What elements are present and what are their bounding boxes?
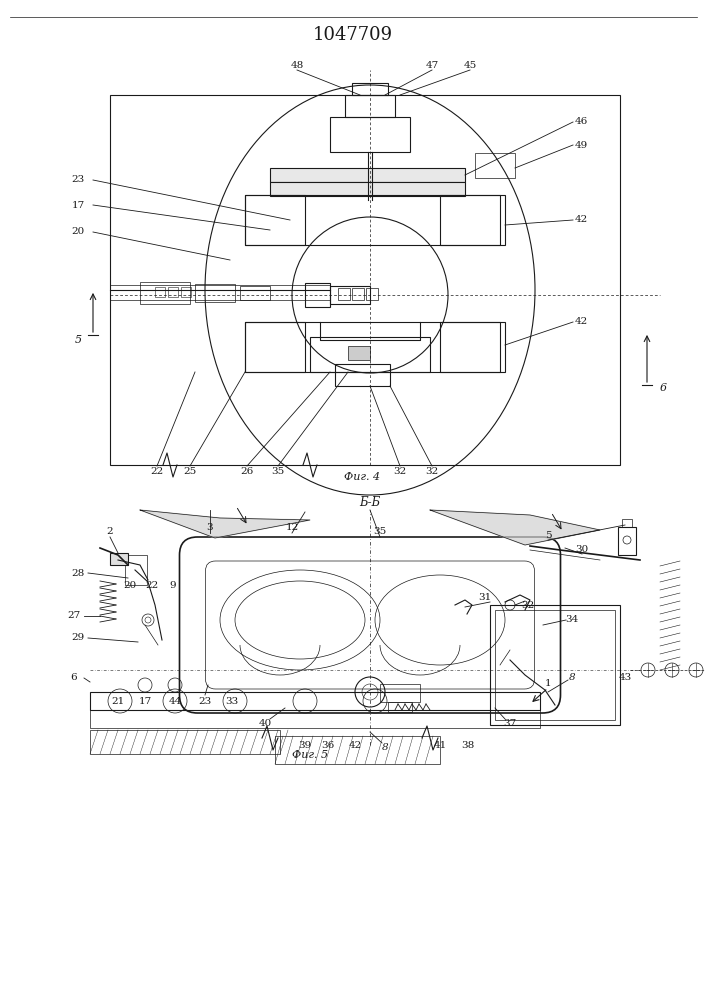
Text: Фиг. 4: Фиг. 4 bbox=[344, 472, 380, 482]
Bar bbox=[310, 337, 430, 372]
Bar bbox=[352, 83, 388, 95]
Text: 12: 12 bbox=[286, 524, 298, 532]
Bar bbox=[155, 287, 165, 297]
Text: 20: 20 bbox=[71, 228, 85, 236]
Bar bbox=[140, 282, 190, 304]
Text: 1: 1 bbox=[544, 678, 551, 688]
Bar bbox=[440, 322, 500, 372]
Text: 5: 5 bbox=[74, 335, 81, 345]
Text: 42: 42 bbox=[349, 742, 361, 750]
Bar bbox=[345, 95, 395, 117]
Bar bbox=[335, 364, 390, 386]
Text: 8: 8 bbox=[382, 742, 388, 752]
Text: 17: 17 bbox=[139, 696, 151, 706]
Text: 17: 17 bbox=[71, 200, 85, 210]
Text: 22: 22 bbox=[151, 468, 163, 477]
Text: 32: 32 bbox=[426, 468, 438, 477]
Text: 25: 25 bbox=[183, 468, 197, 477]
Bar bbox=[245, 322, 305, 372]
Bar bbox=[90, 710, 540, 728]
Bar bbox=[388, 702, 412, 712]
Bar bbox=[181, 287, 191, 297]
Text: Фиг. 5: Фиг. 5 bbox=[292, 750, 328, 760]
Bar bbox=[380, 684, 420, 702]
Text: 1047709: 1047709 bbox=[313, 26, 393, 44]
Text: 2: 2 bbox=[107, 528, 113, 536]
Text: 47: 47 bbox=[426, 60, 438, 70]
Text: 35: 35 bbox=[373, 528, 387, 536]
Text: 23: 23 bbox=[71, 176, 85, 184]
Bar bbox=[440, 195, 500, 245]
Bar bbox=[110, 553, 128, 565]
Text: 39: 39 bbox=[298, 742, 312, 750]
Bar bbox=[270, 168, 465, 182]
Text: 8: 8 bbox=[568, 672, 575, 682]
Polygon shape bbox=[430, 510, 600, 545]
Text: 5: 5 bbox=[544, 530, 551, 540]
Text: 43: 43 bbox=[619, 672, 631, 682]
Text: 35: 35 bbox=[271, 468, 285, 477]
Bar bbox=[618, 527, 636, 555]
Text: 45: 45 bbox=[463, 60, 477, 70]
Text: 20: 20 bbox=[124, 580, 136, 589]
Bar bbox=[366, 288, 378, 300]
Text: 38: 38 bbox=[462, 742, 474, 750]
Text: 26: 26 bbox=[240, 468, 254, 477]
Text: 49: 49 bbox=[575, 140, 588, 149]
Text: 6: 6 bbox=[660, 383, 667, 393]
Text: 21: 21 bbox=[112, 696, 124, 706]
Text: 32: 32 bbox=[521, 600, 534, 609]
Bar bbox=[110, 95, 620, 465]
Text: 29: 29 bbox=[71, 634, 85, 643]
Text: 9: 9 bbox=[170, 580, 176, 589]
Polygon shape bbox=[140, 510, 310, 538]
Bar bbox=[245, 195, 505, 245]
Text: 44: 44 bbox=[168, 696, 182, 706]
Bar bbox=[245, 195, 305, 245]
Bar bbox=[90, 730, 280, 754]
Text: 27: 27 bbox=[67, 611, 81, 620]
Bar bbox=[240, 286, 270, 300]
Text: 36: 36 bbox=[322, 742, 334, 750]
Bar bbox=[348, 346, 370, 360]
Bar bbox=[125, 555, 147, 585]
Text: 46: 46 bbox=[575, 117, 588, 126]
Bar bbox=[90, 692, 540, 710]
Text: 42: 42 bbox=[575, 216, 588, 225]
Bar bbox=[168, 287, 178, 297]
Bar bbox=[475, 153, 515, 178]
Bar bbox=[275, 736, 440, 764]
Bar bbox=[490, 605, 620, 725]
Text: 34: 34 bbox=[566, 615, 578, 624]
Text: 6: 6 bbox=[71, 674, 77, 682]
Bar bbox=[270, 182, 465, 196]
Text: 40: 40 bbox=[258, 720, 271, 728]
Bar bbox=[495, 610, 615, 720]
Text: 3: 3 bbox=[206, 524, 214, 532]
Bar bbox=[622, 519, 632, 527]
Bar bbox=[330, 286, 370, 304]
Text: 37: 37 bbox=[503, 718, 517, 728]
Text: 30: 30 bbox=[575, 546, 589, 554]
Bar bbox=[330, 117, 410, 152]
Text: 22: 22 bbox=[146, 580, 158, 589]
Text: 32: 32 bbox=[393, 468, 407, 477]
Text: 23: 23 bbox=[199, 696, 211, 706]
Bar bbox=[305, 283, 330, 307]
Text: Б-Б: Б-Б bbox=[359, 496, 380, 510]
Bar bbox=[245, 322, 505, 372]
Text: 41: 41 bbox=[433, 742, 447, 750]
Bar bbox=[352, 288, 364, 300]
Bar bbox=[195, 284, 235, 302]
Text: 42: 42 bbox=[575, 318, 588, 326]
Bar bbox=[338, 288, 350, 300]
Text: 31: 31 bbox=[479, 593, 491, 602]
Text: 28: 28 bbox=[71, 568, 85, 578]
Text: 48: 48 bbox=[291, 60, 303, 70]
Text: 33: 33 bbox=[226, 696, 239, 706]
